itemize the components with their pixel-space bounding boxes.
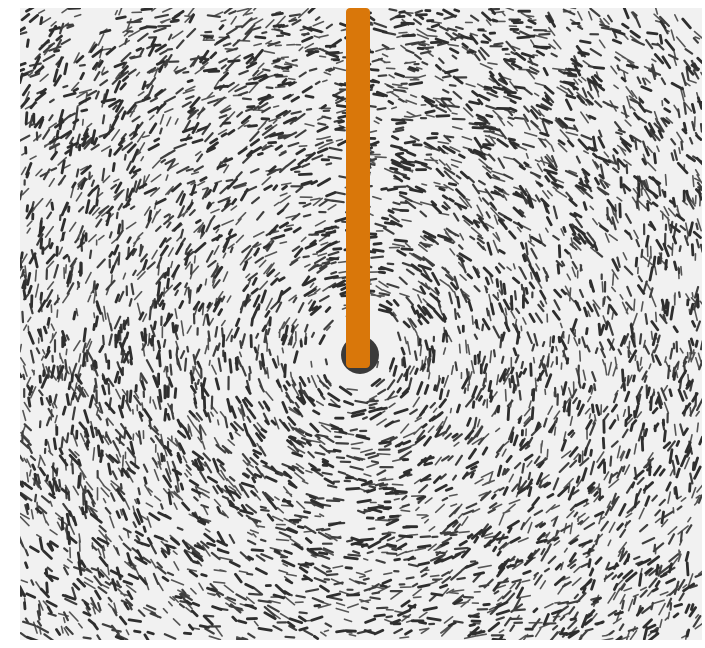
wire [346,8,370,368]
scene [0,0,705,648]
